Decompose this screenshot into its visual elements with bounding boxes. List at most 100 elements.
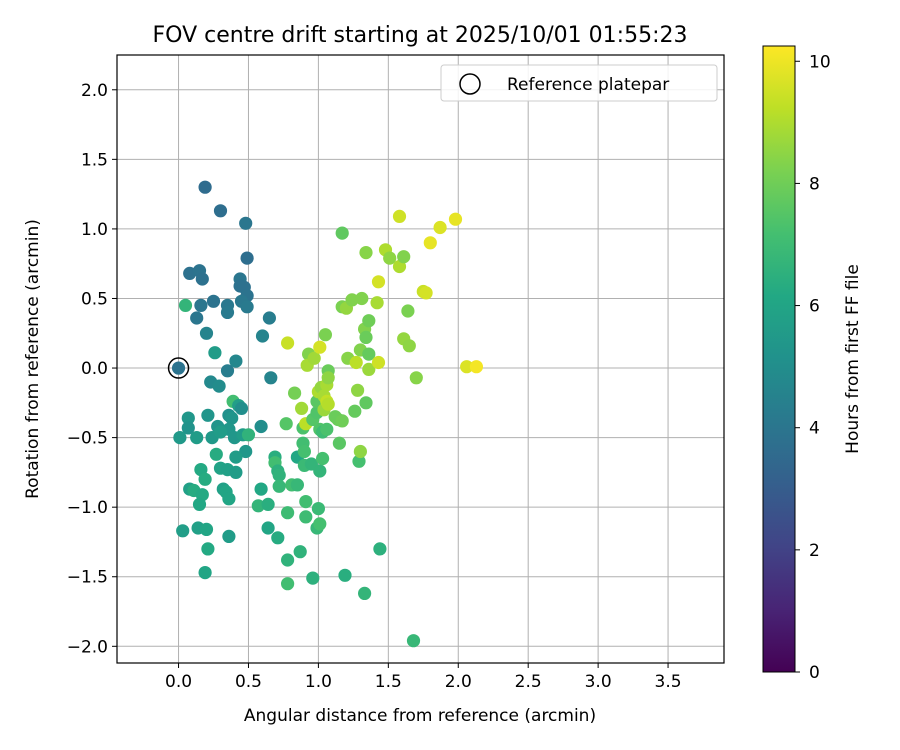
colorbar-label: Hours from first FF file [843, 264, 863, 454]
data-point [229, 465, 243, 479]
colorbar-tick-label: 8 [809, 174, 820, 194]
data-point [181, 421, 195, 435]
y-tick-label: 2.0 [81, 81, 108, 101]
data-point [272, 479, 286, 493]
data-point [373, 542, 387, 556]
data-point [209, 447, 223, 461]
data-point [192, 497, 207, 511]
x-tick-label: 1.5 [375, 672, 402, 692]
data-point [332, 436, 346, 450]
colorbar: 0 2 4 6 8 10 Hours from first FF file [762, 45, 863, 683]
data-point [201, 542, 215, 556]
data-point [311, 502, 325, 516]
legend-reference-marker [459, 73, 481, 95]
legend-box [440, 64, 718, 102]
reference-ring [167, 357, 190, 379]
data-point [281, 336, 295, 350]
legend-label-reference: Reference platepar [507, 75, 669, 95]
chart-title: FOV centre drift starting at 2025/10/01 … [153, 23, 688, 48]
reference-marker [167, 357, 190, 379]
data-point [397, 250, 411, 264]
x-tick-label: 2.5 [515, 672, 542, 692]
data-point [241, 428, 256, 442]
x-axis-label: Angular distance from reference (arcmin) [244, 706, 596, 726]
data-point [178, 298, 193, 312]
colorbar-tick-label: 6 [809, 297, 820, 317]
data-point [299, 510, 313, 524]
x-tick-label: 0.0 [165, 672, 192, 692]
data-point [349, 355, 363, 370]
data-point [318, 328, 332, 342]
data-point [338, 568, 352, 582]
data-point [240, 251, 254, 265]
x-tick-label: 1.0 [305, 672, 332, 692]
data-point [225, 411, 239, 425]
colorbar-ticks: 0 2 4 6 8 10 [795, 52, 831, 683]
data-point [181, 411, 195, 425]
x-axis-ticks: 0.0 0.5 1.0 1.5 2.0 2.5 3.0 3.5 [165, 663, 682, 692]
data-points [173, 180, 483, 648]
data-point [176, 524, 190, 538]
colorbar-tick-label: 2 [809, 541, 820, 561]
data-point [190, 431, 204, 445]
data-point [229, 354, 243, 368]
data-point [406, 634, 421, 648]
data-point [220, 305, 235, 319]
y-axis-label: Rotation from reference (arcmin) [23, 219, 43, 499]
data-point [295, 401, 309, 415]
data-point [272, 468, 286, 482]
data-point [190, 311, 204, 325]
data-point [321, 371, 335, 385]
data-point [199, 522, 214, 537]
reference-point [171, 361, 186, 375]
data-point [206, 294, 221, 308]
data-point [469, 360, 483, 374]
data-point [321, 397, 335, 411]
data-point [261, 521, 275, 535]
x-tick-label: 2.0 [445, 672, 472, 692]
data-point [352, 454, 366, 468]
data-point [358, 586, 372, 601]
data-point [213, 425, 228, 439]
data-point [234, 401, 249, 415]
data-point [348, 404, 362, 418]
data-point [299, 495, 313, 509]
data-point [254, 482, 268, 496]
data-point [239, 444, 253, 459]
data-point [409, 371, 423, 385]
data-point [351, 383, 365, 397]
data-point [371, 275, 386, 289]
data-point [316, 451, 330, 466]
plot-frame [116, 54, 725, 664]
data-point [255, 329, 270, 343]
data-point [401, 304, 415, 318]
data-point [240, 300, 254, 314]
data-point [208, 346, 222, 360]
data-point [281, 553, 295, 567]
data-point [383, 251, 397, 265]
data-point [402, 339, 416, 353]
data-point [355, 291, 369, 306]
y-tick-label: −1.0 [67, 498, 108, 518]
data-point [239, 216, 253, 230]
y-tick-label: 0.0 [81, 359, 108, 379]
data-point [262, 311, 276, 325]
data-point [335, 226, 349, 240]
data-point [220, 364, 235, 378]
data-point [335, 414, 349, 428]
data-point [271, 531, 285, 545]
data-point [194, 298, 208, 312]
data-point [261, 497, 275, 511]
y-axis-ticks: −2.0 −1.5 −1.0 −0.5 0.0 0.5 1.0 1.5 2.0 [67, 81, 117, 657]
data-point [199, 326, 214, 340]
data-point [306, 571, 320, 585]
data-point [201, 408, 215, 422]
data-point [198, 180, 212, 194]
data-point [212, 379, 226, 393]
data-point [213, 204, 228, 218]
data-point [297, 444, 311, 459]
data-point [359, 330, 373, 344]
data-point [173, 431, 187, 445]
data-point [251, 499, 265, 513]
